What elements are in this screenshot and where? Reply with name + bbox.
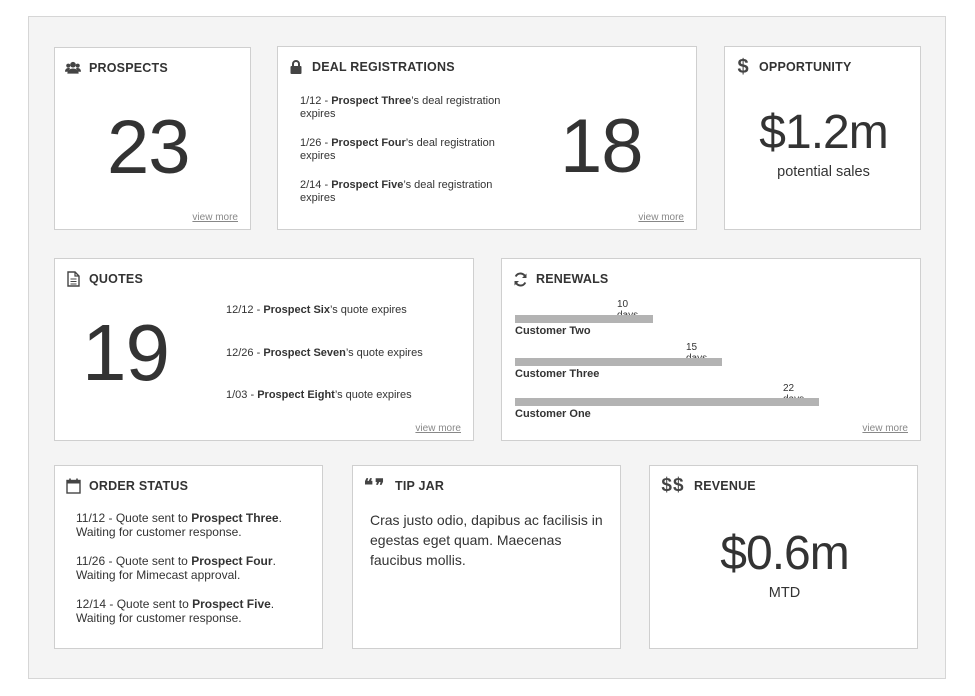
renewal-customer-label: Customer One (515, 408, 591, 420)
list-item: 12/14 - Quote sent to Prospect Five. Wait… (76, 597, 275, 625)
deal-registrations-count: 18 (560, 104, 644, 189)
renewals-title: RENEWALS (536, 272, 609, 286)
order-status-card: ORDER STATUS 11/12 - Quote sent to Prosp… (54, 465, 323, 649)
lock-icon (288, 59, 304, 75)
list-item: 12/26 - Prospect Seven’s quote expires (226, 347, 423, 359)
opportunity-caption: potential sales (777, 164, 870, 180)
renewal-customer-label: Customer Two (515, 325, 591, 337)
tip-jar-card: ❝❞ TIP JAR Cras justo odio, dapibus ac f… (352, 465, 621, 649)
revenue-card: $$ REVENUE $0.6m MTD (649, 465, 918, 649)
opportunity-title: OPPORTUNITY (759, 60, 852, 74)
document-icon (65, 271, 81, 287)
list-item: 2/14 - Prospect Five’s deal registration… (300, 179, 493, 204)
list-item: 1/26 - Prospect Four’s deal registration… (300, 137, 495, 162)
deal-registrations-view-more-link[interactable]: view more (638, 212, 684, 223)
double-dollar-icon: $$ (661, 475, 685, 496)
opportunity-card: $ OPPORTUNITY $1.2m potential sales (724, 46, 921, 230)
deal-registrations-card: DEAL REGISTRATIONS 1/12 - Prospect Three… (277, 46, 697, 230)
renewals-card: RENEWALS 10 days Customer Two 15 days Cu… (501, 258, 921, 441)
renewal-bar (515, 398, 819, 406)
revenue-amount: $0.6m (720, 527, 849, 580)
quotes-title: QUOTES (89, 272, 143, 286)
order-status-title: ORDER STATUS (89, 479, 189, 493)
list-item: 1/12 - Prospect Three’s deal registratio… (300, 95, 501, 120)
opportunity-amount: $1.2m (759, 106, 888, 159)
revenue-caption: MTD (768, 585, 801, 601)
list-item: 11/26 - Quote sent to Prospect Four. Wait… (76, 554, 276, 582)
order-status-list: 11/12 - Quote sent to Prospect Three. Wai… (76, 511, 316, 641)
users-icon (65, 60, 81, 76)
prospects-view-more-link[interactable]: view more (192, 212, 238, 223)
refresh-icon (512, 271, 528, 287)
prospects-card: PROSPECTS 23 view more (54, 47, 251, 230)
list-item: 1/03 - Prospect Eight’s quote expires (226, 389, 412, 401)
list-item: 11/12 - Quote sent to Prospect Three. Wai… (76, 511, 282, 539)
renewal-bar (515, 358, 722, 366)
deal-registrations-title: DEAL REGISTRATIONS (312, 60, 455, 74)
calendar-icon (65, 478, 81, 494)
tip-jar-title: TIP JAR (395, 479, 445, 493)
renewal-bar (515, 315, 653, 323)
renewal-customer-label: Customer Three (515, 368, 600, 380)
renewals-view-more-link[interactable]: view more (862, 423, 908, 434)
quotes-list: 12/12 - Prospect Six’s quote expires 12/… (226, 304, 466, 418)
tip-jar-text: Cras justo odio, dapibus ac facilisis in… (370, 512, 603, 568)
prospects-title: PROSPECTS (89, 61, 168, 75)
deal-registrations-list: 1/12 - Prospect Three’s deal registratio… (300, 95, 510, 221)
dollar-icon: $ (737, 55, 749, 78)
quotes-view-more-link[interactable]: view more (415, 423, 461, 434)
quote-icon: ❝❞ (363, 476, 387, 495)
quotes-count: 19 (82, 308, 170, 397)
quotes-card: QUOTES 19 12/12 - Prospect Six’s quote e… (54, 258, 474, 441)
prospects-count: 23 (107, 105, 191, 190)
list-item: 12/12 - Prospect Six’s quote expires (226, 304, 407, 316)
revenue-title: REVENUE (694, 479, 756, 493)
